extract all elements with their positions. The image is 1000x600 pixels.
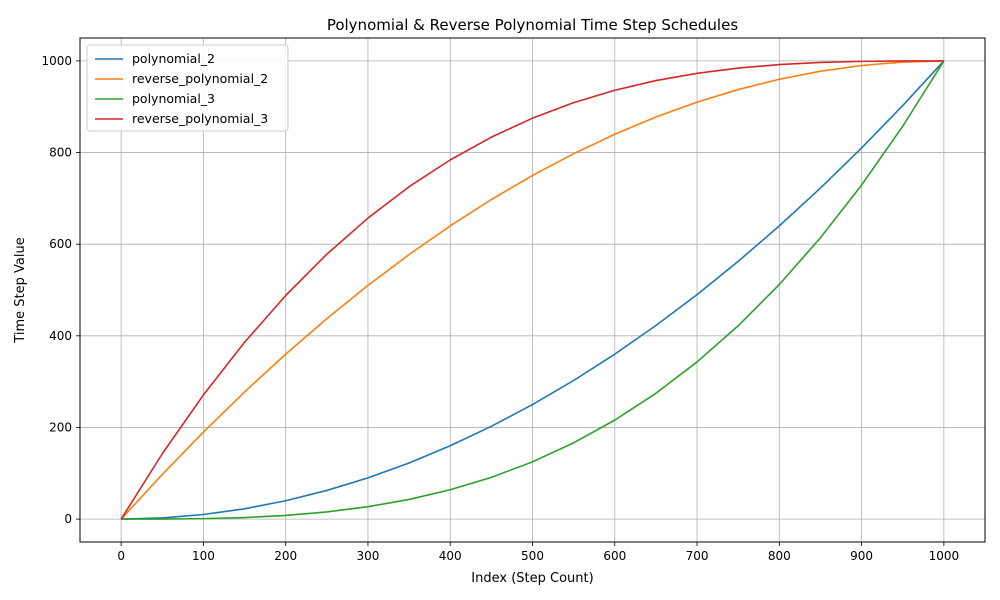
x-tick-label: 400	[439, 549, 462, 563]
x-tick-label: 300	[357, 549, 380, 563]
x-tick-label: 0	[117, 549, 125, 563]
x-tick-label: 200	[274, 549, 297, 563]
legend-label: reverse_polynomial_2	[132, 71, 268, 86]
x-tick-label: 600	[603, 549, 626, 563]
y-tick-label: 800	[49, 146, 72, 160]
series-line-reverse-polynomial-2	[120, 60, 944, 520]
legend-label: polynomial_2	[132, 51, 215, 66]
y-tick-label: 200	[49, 420, 72, 434]
y-tick-label: 400	[49, 329, 72, 343]
y-tick-label: 0	[64, 512, 72, 526]
series-lines	[120, 60, 945, 520]
chart-title: Polynomial & Reverse Polynomial Time Ste…	[327, 16, 738, 34]
y-tick-label: 1000	[41, 54, 72, 68]
series-line-reverse-polynomial-3	[120, 60, 944, 520]
y-axis-label: Time Step Value	[13, 237, 28, 343]
y-tick-label: 600	[49, 237, 72, 251]
x-tick-label: 100	[192, 549, 215, 563]
x-tick-label: 900	[850, 549, 873, 563]
legend-box	[86, 44, 289, 132]
x-tick-label: 500	[521, 549, 544, 563]
series-line-polynomial-3	[121, 60, 945, 520]
legend-label: polynomial_3	[132, 91, 215, 106]
x-tick-label: 700	[686, 549, 709, 563]
x-tick-label: 1000	[929, 549, 960, 563]
series-line-polynomial-2	[121, 60, 945, 520]
legend-label: reverse_polynomial_3	[132, 111, 268, 126]
axis-ticks: 0 100 200 300 400 500 600 700 800 900 1000 0 200 400 6…	[41, 54, 959, 563]
legend: polynomial_2 reverse_polynomial_2 polynomi…	[86, 44, 289, 132]
x-axis-label: Index (Step Count)	[471, 571, 593, 586]
x-tick-label: 800	[768, 549, 791, 563]
